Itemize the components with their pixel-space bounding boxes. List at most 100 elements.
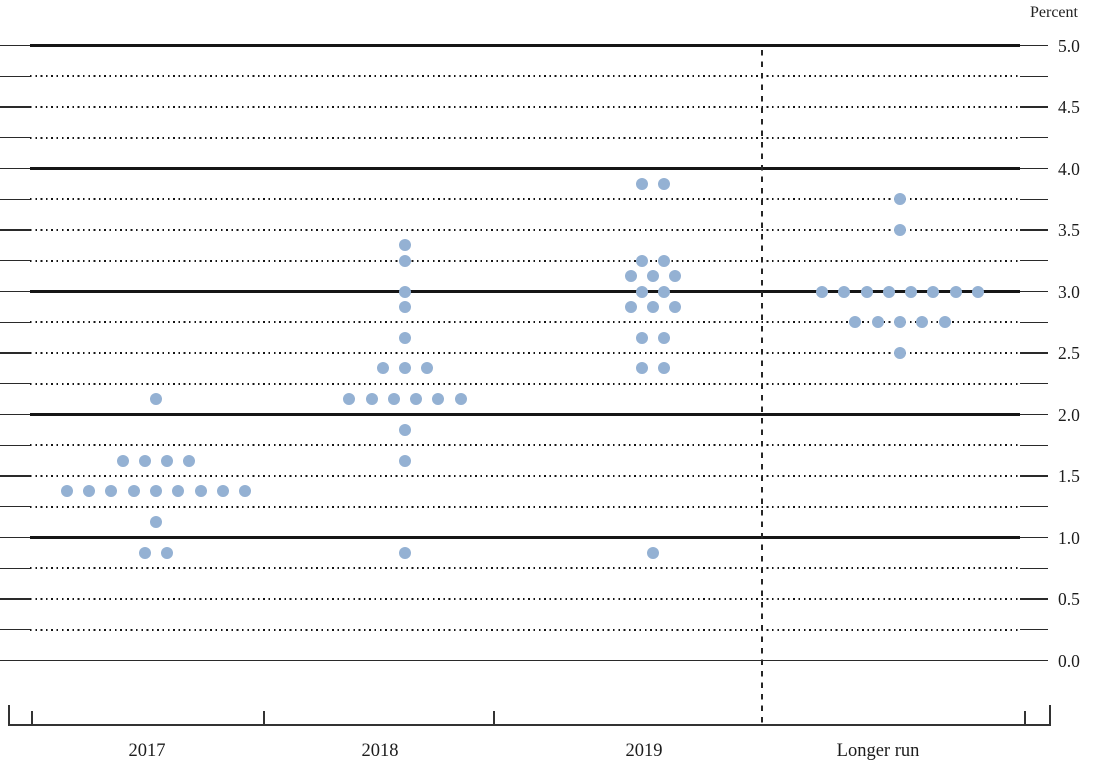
projection-dot xyxy=(216,485,229,498)
y-tick-label-1.5: 1.5 xyxy=(1058,466,1080,486)
projection-dot xyxy=(635,254,648,267)
category-label-longer-run: Longer run xyxy=(836,741,920,761)
gridline-mid xyxy=(30,659,1020,661)
gridline-left-cap xyxy=(0,75,30,77)
x-axis-right-corner xyxy=(1049,704,1051,726)
projection-dot xyxy=(83,485,96,498)
gridline-right-cap xyxy=(1020,167,1048,170)
projection-dot xyxy=(150,485,162,498)
projection-dot xyxy=(454,393,467,406)
x-axis-boundary-tick xyxy=(31,710,33,726)
projection-dot xyxy=(624,270,637,283)
y-tick-label-0.0: 0.0 xyxy=(1058,650,1080,671)
projection-dot xyxy=(399,546,411,559)
projection-dot xyxy=(647,546,659,559)
projection-dot xyxy=(138,454,151,467)
projection-dot xyxy=(138,546,151,559)
gridline-right-cap xyxy=(1020,383,1048,385)
gridline-right-cap xyxy=(1020,352,1048,354)
y-tick-label-4.5: 4.5 xyxy=(1058,97,1080,117)
projection-dot xyxy=(410,393,423,406)
gridline-mid xyxy=(30,259,1020,262)
projection-dot xyxy=(421,362,434,375)
category-label-2019: 2019 xyxy=(625,741,663,761)
category-label-2018: 2018 xyxy=(361,741,399,761)
y-tick-label-1.0: 1.0 xyxy=(1058,527,1080,548)
projection-dot xyxy=(105,485,118,498)
gridline-right-cap xyxy=(1020,198,1048,200)
projection-dot xyxy=(635,362,648,375)
gridline-mid xyxy=(30,413,1020,416)
gridline-mid xyxy=(30,229,1020,232)
gridline-mid xyxy=(30,106,1020,109)
projection-dot xyxy=(635,177,648,190)
projection-dot xyxy=(399,254,411,267)
projection-dot xyxy=(116,454,129,467)
gridline-right-cap xyxy=(1020,629,1048,631)
gridline-left-cap xyxy=(0,383,30,385)
gridline-mid xyxy=(30,136,1020,139)
projection-dot xyxy=(838,285,851,298)
projection-dot xyxy=(399,239,411,252)
gridline-left-cap xyxy=(0,44,30,47)
projection-dot xyxy=(624,300,637,313)
projection-dot xyxy=(658,331,671,344)
gridline-mid xyxy=(30,290,1020,293)
gridline-left-cap xyxy=(0,659,30,662)
projection-dot xyxy=(972,285,985,298)
gridline-mid xyxy=(30,352,1020,355)
gridline-mid xyxy=(30,444,1020,447)
gridline-right-cap xyxy=(1020,598,1048,600)
projection-dot xyxy=(647,270,659,283)
projection-dot xyxy=(432,393,445,406)
gridline-mid xyxy=(30,536,1020,539)
projection-dot xyxy=(949,285,962,298)
gridline-right-cap xyxy=(1020,106,1048,108)
gridline-left-cap xyxy=(0,629,30,631)
gridline-mid xyxy=(30,44,1020,47)
gridline-left-cap xyxy=(0,137,30,139)
projection-dot xyxy=(399,362,411,375)
projection-dot xyxy=(815,285,828,298)
category-label-2017: 2017 xyxy=(128,741,166,761)
projection-dot xyxy=(239,485,252,498)
gridline-right-cap xyxy=(1020,444,1048,446)
projection-dot xyxy=(194,485,207,498)
projection-dot xyxy=(343,393,356,406)
projection-dot xyxy=(894,347,906,359)
gridline-left-cap xyxy=(0,198,30,200)
x-axis-boundary-tick xyxy=(493,710,495,726)
y-tick-label-5.0: 5.0 xyxy=(1058,35,1080,56)
projection-dot xyxy=(871,316,884,329)
gridline-mid xyxy=(30,628,1020,631)
projection-dot xyxy=(127,485,140,498)
gridline-right-cap xyxy=(1020,290,1048,293)
projection-dot xyxy=(635,331,648,344)
gridline-left-cap xyxy=(0,290,30,293)
gridline-mid xyxy=(30,198,1020,201)
y-tick-label-3.0: 3.0 xyxy=(1058,281,1080,302)
projection-dot xyxy=(894,193,906,206)
gridline-mid xyxy=(30,321,1020,324)
projection-dot xyxy=(399,331,411,344)
projection-dot xyxy=(927,285,940,298)
projection-dot xyxy=(882,285,895,298)
x-axis-baseline xyxy=(8,724,1049,726)
y-tick-label-3.5: 3.5 xyxy=(1058,220,1080,240)
projection-dot xyxy=(647,300,659,313)
gridline-right-cap xyxy=(1020,229,1048,231)
projection-dot xyxy=(849,316,862,329)
gridline-left-cap xyxy=(0,567,30,569)
gridline-right-cap xyxy=(1020,659,1048,662)
gridline-left-cap xyxy=(0,167,30,170)
projection-dot xyxy=(365,393,378,406)
projection-dot xyxy=(669,300,682,313)
gridline-left-cap xyxy=(0,260,30,262)
projection-dot xyxy=(399,454,411,467)
projection-dot xyxy=(860,285,873,298)
projection-dot xyxy=(916,316,929,329)
gridline-left-cap xyxy=(0,536,30,539)
projection-dot xyxy=(938,316,951,329)
gridline-right-cap xyxy=(1020,137,1048,139)
